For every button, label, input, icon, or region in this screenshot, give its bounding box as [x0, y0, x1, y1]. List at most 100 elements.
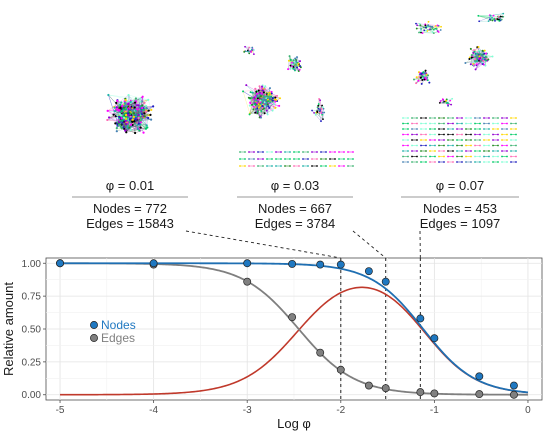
network-node	[420, 150, 422, 152]
network-node	[117, 109, 120, 112]
network-node	[411, 150, 413, 152]
network-node	[289, 158, 291, 160]
network-node	[293, 158, 295, 160]
network-node	[296, 56, 299, 59]
network-node	[470, 122, 472, 125]
edges-point	[430, 389, 439, 398]
network-node	[140, 118, 143, 121]
network-node	[338, 158, 340, 160]
snapshot-caption-2: φ = 0.03 Nodes = 667 Edges = 3784	[237, 178, 353, 231]
network-node	[287, 68, 290, 71]
network-node	[488, 161, 490, 163]
phi-label: φ = 0.07	[436, 178, 485, 193]
network-node	[429, 128, 431, 130]
network-node	[275, 165, 277, 167]
edges-point	[316, 348, 325, 357]
network-node	[271, 165, 273, 167]
network-node	[239, 151, 241, 153]
network-node	[271, 97, 274, 100]
network-node	[248, 113, 251, 116]
network-node	[424, 69, 427, 72]
network-node	[443, 117, 445, 119]
network-node	[248, 165, 250, 167]
network-node	[481, 49, 484, 52]
network-node	[292, 59, 295, 62]
network-node	[131, 123, 134, 126]
network-node	[473, 61, 476, 64]
network-node	[450, 103, 453, 106]
network-node	[515, 117, 517, 119]
network-node	[113, 106, 116, 109]
phi-label: φ = 0.03	[271, 178, 320, 193]
network-node	[515, 122, 517, 125]
network-node	[468, 57, 471, 60]
network-node	[470, 54, 473, 57]
network-node	[120, 117, 123, 120]
network-node	[465, 161, 467, 163]
network-node	[475, 52, 478, 55]
network-node	[475, 63, 478, 66]
network-node	[260, 85, 263, 88]
network-node	[415, 22, 417, 25]
network-node	[120, 127, 124, 130]
network-node	[492, 128, 494, 130]
network-node	[322, 106, 324, 109]
network-node	[314, 114, 317, 116]
network-node	[416, 155, 418, 158]
network-node	[420, 30, 422, 32]
network-node	[106, 109, 109, 112]
network-node	[149, 113, 152, 117]
network-edge	[486, 56, 493, 60]
network-node	[284, 165, 286, 167]
network-node	[402, 117, 404, 119]
network-node	[134, 115, 138, 118]
network-node	[260, 109, 263, 112]
network-node	[474, 117, 476, 119]
network-node	[411, 122, 413, 125]
network-node	[253, 103, 256, 106]
network-node	[483, 144, 485, 147]
network-node	[334, 151, 336, 153]
network-node	[470, 150, 472, 152]
x-tick-label: -3	[243, 405, 252, 416]
network-node	[438, 139, 440, 141]
network-node	[280, 158, 282, 160]
network-node	[474, 155, 476, 158]
network-node	[113, 109, 117, 113]
network-node	[492, 14, 495, 17]
network-node	[268, 87, 271, 90]
network-node	[293, 68, 296, 71]
network-node	[123, 116, 126, 119]
network-node	[421, 74, 424, 77]
network-node	[440, 25, 442, 28]
network-node	[420, 139, 422, 141]
network-node	[438, 150, 440, 152]
network-node	[429, 28, 431, 31]
network-node	[429, 150, 431, 152]
network-node	[298, 68, 301, 71]
network-node	[143, 115, 146, 118]
network-node	[479, 117, 481, 119]
network-node	[295, 60, 298, 63]
network-node	[416, 139, 418, 141]
network-node	[415, 82, 418, 85]
network-node	[311, 158, 313, 160]
network-node	[488, 117, 490, 119]
network-node	[470, 139, 472, 141]
network-node	[428, 81, 431, 84]
network-node	[261, 98, 264, 101]
network-node	[280, 151, 282, 153]
network-node	[510, 150, 512, 152]
network-node	[506, 161, 508, 163]
network-node	[264, 105, 267, 108]
network-node	[269, 98, 272, 101]
network-node	[147, 116, 150, 120]
network-node	[347, 165, 349, 167]
network-node	[502, 12, 505, 15]
network-node	[266, 113, 269, 116]
network-node	[257, 151, 259, 153]
network-node	[243, 51, 246, 53]
network-node	[473, 49, 476, 52]
network-node	[501, 144, 503, 147]
network-node	[402, 161, 404, 163]
